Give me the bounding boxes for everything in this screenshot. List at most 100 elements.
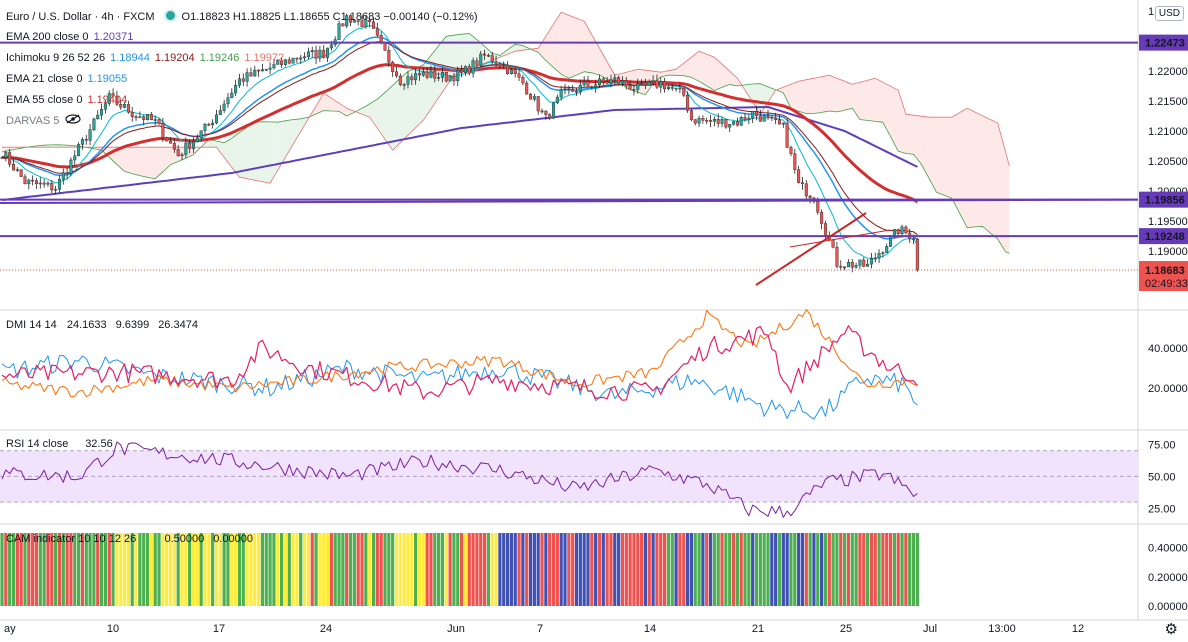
candle-body xyxy=(670,86,674,89)
candle-body xyxy=(211,122,215,126)
cam-bar xyxy=(448,533,452,606)
candle-body xyxy=(636,83,640,90)
ichimoku-cloud-segment xyxy=(959,110,964,221)
candle-body xyxy=(728,123,732,128)
ichimoku-cloud-segment xyxy=(285,120,290,158)
cam-bar xyxy=(559,533,563,606)
candle-body xyxy=(138,116,142,118)
cam-bar xyxy=(122,533,127,606)
cam-bar xyxy=(873,533,877,606)
candle-body xyxy=(291,57,295,64)
ema21-legend[interactable]: EMA 21 close 0 1.19055 xyxy=(6,72,132,86)
candle-body xyxy=(391,61,395,72)
candle-body xyxy=(191,141,195,149)
symbol-title[interactable]: Euro / U.S. Dollar · 4h · FXCM xyxy=(6,11,155,23)
ema55-legend[interactable]: EMA 55 close 0 1.19404 xyxy=(6,93,132,107)
candle-body xyxy=(521,76,525,84)
candle-body xyxy=(230,92,234,98)
darvas-legend[interactable]: DARVAS 5 xyxy=(6,114,64,128)
candle-body xyxy=(272,64,276,69)
ichimoku-cloud-segment xyxy=(587,27,592,73)
cam-bar xyxy=(333,533,337,606)
ichimoku-cloud-segment xyxy=(484,46,489,64)
candle-body xyxy=(816,201,820,213)
bar-countdown-label: 02:49:33 xyxy=(1145,278,1188,290)
ichimoku-cloud-segment xyxy=(139,147,144,177)
cam-bar xyxy=(352,533,356,606)
candle-body xyxy=(774,117,778,121)
cam-bar xyxy=(843,533,847,606)
ichimoku-cloud-segment xyxy=(189,147,194,157)
candle-body xyxy=(268,67,272,70)
ichimoku-cloud-segment xyxy=(921,116,926,172)
ichimoku-legend[interactable]: Ichimoku 9 26 52 26 1.18944 1.19204 1.19246… xyxy=(6,51,289,65)
cam-bar xyxy=(716,533,720,606)
cam-bar xyxy=(211,533,215,606)
ichimoku-cloud-segment xyxy=(120,147,125,172)
candle-body xyxy=(597,78,601,85)
cam-tick-label: 0.00000 xyxy=(1148,601,1188,613)
candle-body xyxy=(755,111,759,116)
ichimoku-cloud-segment xyxy=(745,84,749,97)
cam-bar xyxy=(479,533,483,606)
currency-button[interactable]: USD xyxy=(1154,6,1184,21)
ichimoku-cloud-segment xyxy=(553,18,558,71)
ichimoku-cloud-segment xyxy=(453,34,458,76)
candle-body xyxy=(165,137,169,142)
cam-bar xyxy=(130,533,134,606)
candle-body xyxy=(762,115,766,122)
candle-body xyxy=(19,169,23,177)
cam-bar xyxy=(628,533,632,606)
ichimoku-cloud-segment xyxy=(465,33,470,71)
cam-bar xyxy=(149,533,153,606)
candle-body xyxy=(195,137,199,142)
ichimoku-cloud-segment xyxy=(729,71,734,86)
ichimoku-cloud-segment xyxy=(266,121,271,184)
ichimoku-cloud-segment xyxy=(116,147,121,168)
ichimoku-cloud-segment xyxy=(281,120,286,164)
candle-body xyxy=(578,84,582,92)
cam-bar xyxy=(207,533,211,606)
cam-label: CAM indicator 10 10 12 26 xyxy=(6,533,136,545)
candle-body xyxy=(532,96,536,100)
ichimoku-cloud-segment xyxy=(848,82,853,110)
ichimoku-cloud-segment xyxy=(852,83,857,114)
visibility-off-icon[interactable] xyxy=(64,114,82,124)
candle-body xyxy=(280,60,284,65)
ema200-label: EMA 200 close 0 xyxy=(6,31,89,43)
candle-body xyxy=(172,143,176,150)
cam-bar xyxy=(624,533,628,606)
ichimoku-cloud-segment xyxy=(806,78,811,114)
candle-body xyxy=(820,212,824,224)
candle-body xyxy=(23,176,27,185)
ichimoku-cloud-segment xyxy=(561,12,566,77)
cam-bar xyxy=(655,533,659,606)
ichimoku-cloud-segment xyxy=(350,109,355,115)
candle-body xyxy=(739,117,743,126)
ichimoku-cloud-segment xyxy=(430,50,435,109)
cam-bar xyxy=(414,533,418,606)
candle-body xyxy=(693,119,697,124)
candle-body xyxy=(42,182,46,185)
ichimoku-cloud-segment xyxy=(239,129,244,178)
ichimoku-cloud-segment xyxy=(917,115,922,165)
candle-body xyxy=(502,64,506,67)
ichimoku-cloud-segment xyxy=(829,75,834,112)
dmi-label: DMI 14 14 xyxy=(6,319,57,331)
ichimoku-cloud-segment xyxy=(699,51,703,84)
darvas-label: DARVAS 5 xyxy=(6,115,60,127)
candle-body xyxy=(781,122,785,125)
cam-bar xyxy=(456,533,460,606)
ichimoku-cloud-segment xyxy=(890,86,895,144)
candle-body xyxy=(27,179,31,185)
candle-body xyxy=(134,116,138,118)
gear-icon[interactable]: ⚙ xyxy=(1164,621,1178,638)
candle-body xyxy=(257,69,261,72)
cam-bar xyxy=(502,533,506,606)
cam-bar xyxy=(31,533,35,606)
cam-bar xyxy=(383,533,387,606)
cam-bar xyxy=(582,533,586,606)
ema200-legend[interactable]: EMA 200 close 0 1.20371 xyxy=(6,30,138,44)
candle-body xyxy=(846,262,850,268)
